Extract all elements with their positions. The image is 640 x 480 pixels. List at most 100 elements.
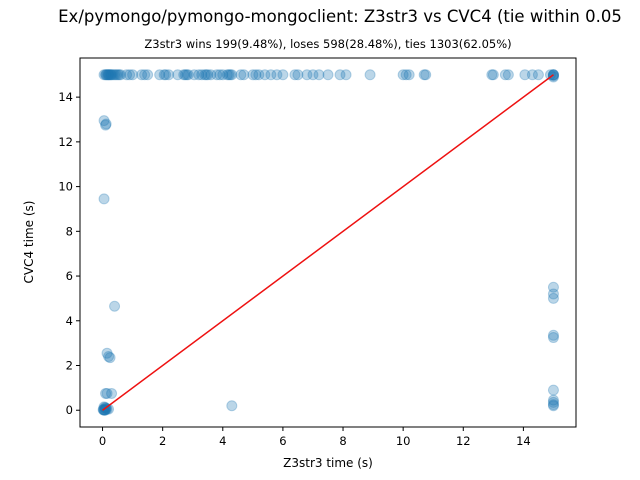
data-point xyxy=(217,69,229,81)
data-point xyxy=(193,69,205,81)
data-point xyxy=(403,69,415,81)
data-point xyxy=(102,69,114,81)
data-point xyxy=(179,69,191,81)
data-point xyxy=(158,69,170,81)
data-point xyxy=(418,69,430,81)
data-point xyxy=(322,69,334,81)
data-point xyxy=(103,69,115,81)
data-point xyxy=(211,69,223,81)
x-tick-label: 10 xyxy=(396,434,411,448)
data-point xyxy=(547,288,559,300)
data-point xyxy=(142,69,154,81)
data-point xyxy=(277,69,289,81)
data-point xyxy=(499,69,511,81)
data-point xyxy=(188,69,200,81)
y-tick-label: 0 xyxy=(66,403,73,417)
data-point xyxy=(547,329,559,341)
x-tick-label: 4 xyxy=(219,434,226,448)
data-point xyxy=(101,347,113,359)
data-point xyxy=(202,69,214,81)
data-point xyxy=(289,69,301,81)
data-point xyxy=(101,69,113,81)
diagonal-line xyxy=(102,74,554,411)
data-point xyxy=(547,292,559,304)
data-point xyxy=(98,401,110,413)
data-point xyxy=(547,399,559,411)
data-point xyxy=(271,69,283,81)
data-point xyxy=(547,281,559,293)
data-point xyxy=(547,396,559,408)
y-tick-label: 8 xyxy=(66,224,73,238)
chart-subtitle: Z3str3 wins 199(9.48%), loses 598(28.48%… xyxy=(144,37,511,51)
data-point xyxy=(502,69,514,81)
data-point xyxy=(178,69,190,81)
data-point xyxy=(127,69,139,81)
y-tick-label: 12 xyxy=(58,135,73,149)
data-point xyxy=(106,69,118,81)
data-point xyxy=(136,69,148,81)
data-point xyxy=(100,69,112,81)
x-tick-label: 2 xyxy=(159,434,166,448)
data-point xyxy=(265,69,277,81)
data-point xyxy=(199,69,211,81)
data-point xyxy=(172,69,184,81)
data-point xyxy=(547,384,559,396)
data-point xyxy=(400,69,412,81)
data-point xyxy=(547,71,559,83)
data-point xyxy=(221,69,233,81)
data-point xyxy=(259,69,271,81)
data-point xyxy=(334,69,346,81)
data-point xyxy=(100,404,112,416)
data-point xyxy=(223,69,235,81)
data-point xyxy=(397,69,409,81)
plot-frame xyxy=(79,57,577,428)
data-point xyxy=(104,352,116,364)
data-point xyxy=(100,118,112,130)
data-point xyxy=(154,69,166,81)
data-point xyxy=(547,400,559,412)
data-point xyxy=(100,119,112,131)
data-point xyxy=(340,69,352,81)
data-point xyxy=(121,69,133,81)
data-point xyxy=(181,69,193,81)
data-point xyxy=(106,387,118,399)
y-tick-label: 4 xyxy=(66,314,73,328)
y-tick-label: 6 xyxy=(66,269,73,283)
data-point xyxy=(519,69,531,81)
data-point xyxy=(196,69,208,81)
x-tick-label: 12 xyxy=(456,434,471,448)
data-point xyxy=(112,69,124,81)
data-point xyxy=(110,69,122,81)
y-tick-label: 14 xyxy=(58,90,73,104)
y-tick-label: 10 xyxy=(58,180,73,194)
x-axis-label: Z3str3 time (s) xyxy=(283,456,373,470)
y-tick-label: 2 xyxy=(66,359,73,373)
data-point xyxy=(99,404,111,416)
data-point xyxy=(115,69,127,81)
data-point xyxy=(160,69,172,81)
data-point xyxy=(100,69,112,81)
data-point xyxy=(109,300,121,312)
x-axis: 0 2 4 6 8 10 12 14 xyxy=(99,427,531,448)
data-point xyxy=(98,115,110,127)
data-point xyxy=(532,69,544,81)
data-point xyxy=(547,332,559,344)
data-point xyxy=(547,394,559,406)
data-point xyxy=(226,69,238,81)
data-point xyxy=(420,69,432,81)
x-tick-label: 0 xyxy=(99,434,106,448)
data-point xyxy=(526,69,538,81)
data-point xyxy=(205,69,217,81)
data-point xyxy=(547,70,559,82)
data-point xyxy=(235,69,247,81)
data-point xyxy=(101,387,113,399)
data-point xyxy=(163,69,175,81)
data-point xyxy=(247,69,259,81)
data-point xyxy=(364,69,376,81)
data-point xyxy=(486,69,498,81)
data-point xyxy=(214,69,226,81)
data-point xyxy=(238,69,250,81)
data-point xyxy=(250,69,262,81)
y-axis: 0 2 4 6 8 10 12 14 xyxy=(58,90,80,417)
